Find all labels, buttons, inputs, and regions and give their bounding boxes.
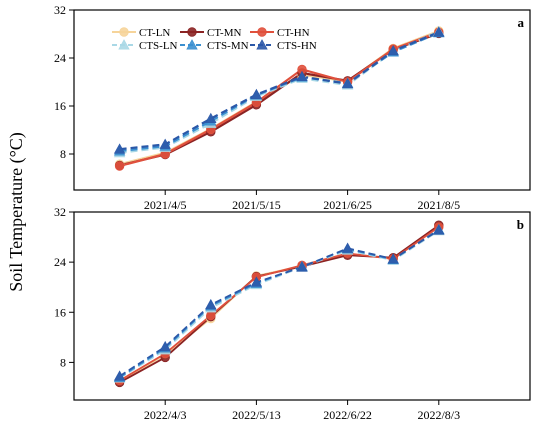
legend-label: CTS-HN (277, 40, 317, 52)
legend: CT-LN CT-MN CT-HN CTS-LN CTS-MN CTS-HN (112, 27, 317, 52)
data-point (159, 138, 171, 149)
legend-swatch-marker (256, 39, 268, 50)
x-tick-label: 2022/6/22 (323, 408, 372, 422)
y-axis-label: Soil Temperature (°C) (6, 132, 27, 292)
y-tick-label: 8 (60, 355, 66, 369)
plot-frame (73, 9, 531, 191)
data-point (250, 88, 263, 100)
legend-label: CT-LN (139, 27, 170, 39)
legend-label: CTS-MN (207, 40, 249, 52)
data-point (114, 161, 125, 171)
data-point (159, 340, 171, 352)
legend-swatch-marker (257, 27, 267, 37)
data-point (113, 143, 126, 154)
data-point (206, 310, 216, 321)
legend-swatch-marker (186, 39, 198, 50)
y-tick-label: 8 (60, 147, 66, 161)
series-line (119, 31, 440, 168)
x-tick-label: 2021/4/5 (144, 198, 187, 212)
legend-item: CT-MN (180, 27, 241, 39)
x-tick-label: 2021/6/25 (323, 198, 372, 212)
legend-item: CTS-MN (180, 39, 249, 52)
panel-a: 8 16 24 32 2021/4/5 2021/5/15 2021/6/25 2021/8/… (54, 3, 531, 212)
legend-label: CT-MN (207, 27, 241, 39)
data-point (250, 276, 263, 287)
y-tick-label: 16 (54, 305, 66, 319)
x-tick-label: 2021/5/15 (232, 198, 281, 212)
legend-swatch-marker (118, 39, 130, 50)
data-point (296, 261, 308, 272)
y-tick-label: 32 (54, 3, 66, 17)
panel-label: a (518, 15, 525, 30)
legend-item: CTS-LN (112, 39, 178, 52)
panel-label: b (517, 217, 524, 232)
data-point (433, 26, 445, 37)
data-point (205, 298, 217, 310)
data-point (296, 70, 308, 82)
plot-frame (73, 211, 531, 401)
data-point (341, 77, 354, 89)
legend-swatch-marker (187, 27, 197, 37)
legend-swatch-marker (119, 27, 129, 37)
data-point (113, 370, 126, 381)
legend-item: CT-LN (112, 27, 170, 39)
legend-item: CT-HN (250, 27, 310, 39)
legend-label: CTS-LN (139, 40, 178, 52)
x-tick-label: 2022/5/13 (232, 408, 281, 422)
y-tick-label: 24 (54, 51, 66, 65)
y-tick-label: 24 (54, 255, 66, 269)
series-line (119, 31, 440, 151)
series-line (119, 229, 440, 377)
y-tick-label: 16 (54, 99, 66, 113)
y-tick-label: 32 (54, 205, 66, 219)
data-point (433, 224, 445, 235)
legend-item: CTS-HN (250, 39, 317, 52)
data-point (387, 44, 399, 56)
data-point (387, 253, 399, 264)
x-tick-label: 2021/8/5 (417, 198, 460, 212)
data-point (341, 242, 354, 253)
panel-b: 8 16 24 32 2022/4/3 2022/5/13 2022/6/22 2022/8/… (54, 205, 531, 422)
legend-label: CT-HN (277, 27, 310, 39)
x-tick-label: 2022/4/3 (144, 408, 187, 422)
data-point (205, 112, 217, 124)
x-tick-label: 2022/8/3 (417, 408, 460, 422)
